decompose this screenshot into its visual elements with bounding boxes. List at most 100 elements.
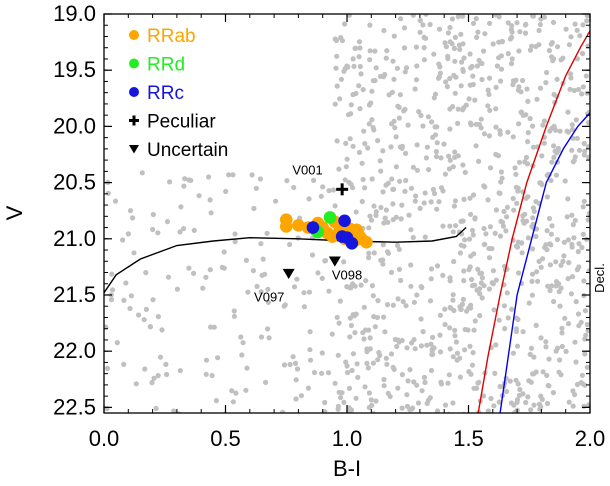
field-star <box>513 243 519 249</box>
field-star <box>370 360 376 366</box>
field-star <box>566 399 572 405</box>
field-star <box>479 76 485 83</box>
field-star <box>498 169 504 175</box>
field-star <box>490 41 496 47</box>
field-star <box>395 385 401 391</box>
field-star <box>482 241 488 247</box>
field-star <box>581 403 587 409</box>
field-star <box>530 14 536 19</box>
field-star <box>420 22 426 28</box>
field-star <box>181 183 187 189</box>
field-star <box>381 27 387 34</box>
field-star <box>533 322 539 328</box>
field-star <box>240 340 246 346</box>
field-star <box>539 396 545 402</box>
field-star <box>488 414 493 419</box>
field-star <box>554 76 560 82</box>
field-star <box>547 287 553 294</box>
field-star <box>395 296 401 302</box>
field-star <box>164 219 171 225</box>
field-star <box>470 81 476 88</box>
field-star <box>110 287 116 293</box>
field-star <box>371 250 377 256</box>
field-star <box>366 404 372 411</box>
field-star <box>434 206 440 212</box>
field-star <box>544 400 551 407</box>
x-tick-label: 1.0 <box>332 426 363 451</box>
field-star <box>392 125 398 131</box>
field-star <box>469 276 475 283</box>
field-star <box>428 367 435 374</box>
field-star <box>133 381 139 387</box>
field-star <box>155 230 161 236</box>
field-star <box>549 40 555 46</box>
field-star <box>558 57 564 63</box>
field-star <box>523 399 529 406</box>
field-star <box>446 372 452 378</box>
field-star <box>582 336 588 342</box>
field-star <box>393 134 399 140</box>
field-star <box>414 382 420 388</box>
field-star <box>329 331 335 337</box>
field-star <box>163 361 169 367</box>
field-star <box>520 112 526 118</box>
field-star <box>399 143 405 149</box>
field-star <box>585 144 590 150</box>
field-star <box>112 198 119 204</box>
x-axis-label: B-I <box>333 456 361 481</box>
field-star <box>260 256 266 262</box>
field-star <box>332 36 338 42</box>
field-star <box>501 303 507 309</box>
field-star <box>445 30 451 36</box>
field-star <box>448 305 454 311</box>
field-star <box>570 159 576 165</box>
field-star <box>451 203 457 209</box>
field-star <box>523 195 529 201</box>
field-star <box>353 209 359 215</box>
field-star <box>320 184 326 190</box>
field-star <box>155 314 161 320</box>
field-star <box>557 303 563 309</box>
field-star <box>481 48 487 54</box>
field-star <box>344 63 350 69</box>
field-star <box>428 276 434 282</box>
field-star <box>366 250 372 256</box>
field-star <box>569 126 576 133</box>
field-star <box>492 230 498 236</box>
field-star <box>572 217 578 223</box>
field-star <box>153 405 159 412</box>
field-star <box>434 140 440 146</box>
field-star <box>438 381 445 387</box>
field-star <box>442 306 448 312</box>
field-star <box>464 308 470 314</box>
field-star <box>384 302 391 308</box>
field-star <box>361 128 367 134</box>
field-star <box>254 283 260 289</box>
field-star <box>486 286 492 292</box>
field-star <box>574 56 581 62</box>
field-star <box>372 324 378 330</box>
field-star <box>420 329 426 335</box>
field-star <box>177 229 183 235</box>
field-star <box>562 178 568 184</box>
field-star <box>108 297 115 303</box>
field-star <box>208 324 214 330</box>
field-star <box>403 65 410 71</box>
field-star <box>399 405 405 411</box>
field-star <box>369 117 375 123</box>
legend-label-peculiar: Peculiar <box>147 112 216 133</box>
field-star <box>460 107 466 113</box>
field-star <box>402 69 408 75</box>
field-star <box>585 328 590 334</box>
field-star <box>523 21 529 27</box>
field-star <box>390 58 396 64</box>
field-star <box>580 231 586 237</box>
field-star <box>381 376 387 383</box>
field-star <box>550 19 557 25</box>
field-star <box>562 315 568 321</box>
field-star <box>371 203 377 209</box>
field-star <box>450 416 455 421</box>
field-star <box>546 48 553 54</box>
field-star <box>544 372 550 378</box>
field-star <box>551 154 557 160</box>
